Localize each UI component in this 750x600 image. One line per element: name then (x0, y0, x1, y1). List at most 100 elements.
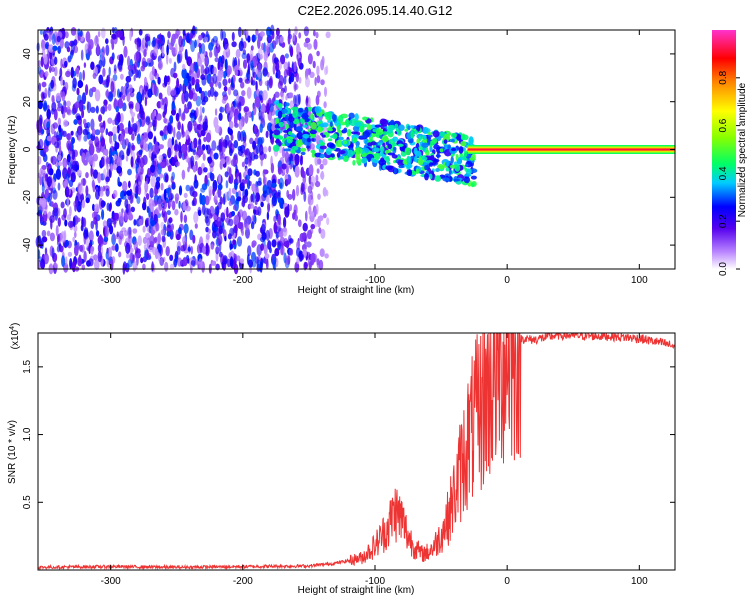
heatmap-cell (222, 37, 229, 50)
heatmap-cell (313, 39, 318, 50)
heatmap-cell (246, 86, 252, 99)
heatmap-cell (252, 55, 258, 68)
heatmap-cell (92, 153, 99, 162)
heatmap-cell (133, 219, 137, 226)
heatmap-cell (105, 38, 109, 45)
heatmap-cell (174, 208, 179, 216)
heatmap-cell (306, 145, 311, 149)
heatmap-cell (265, 229, 270, 241)
heatmap-cell (228, 167, 232, 177)
heatmap-cell (62, 130, 67, 137)
heatmap-cell (251, 80, 256, 86)
heatmap-cell (221, 261, 225, 270)
heatmap-cell (374, 152, 381, 161)
heatmap-cell (320, 79, 325, 86)
heatmap-cell (94, 89, 101, 102)
heatmap-cell (97, 30, 101, 38)
heatmap-cell (233, 215, 239, 226)
heatmap-cell (227, 140, 233, 149)
heatmap-cell (160, 221, 165, 230)
heatmap-cell (355, 140, 360, 147)
heatmap-cell (112, 133, 117, 143)
heatmap-cell (61, 91, 66, 102)
heatmap-cell (130, 111, 136, 118)
heatmap-cell (315, 203, 319, 215)
heatmap-cell (295, 109, 299, 114)
heatmap-cell (164, 261, 169, 272)
heatmap-cell (320, 59, 325, 71)
heatmap-cell (205, 226, 209, 233)
heatmap-cell (408, 169, 413, 176)
heatmap-cell (218, 81, 222, 89)
heatmap-cell (58, 144, 62, 156)
heatmap-cell (202, 153, 206, 161)
heatmap-cell (266, 186, 271, 196)
heatmap-cell (165, 246, 170, 257)
heatmap-cell (272, 144, 280, 152)
heatmap-cell (100, 156, 105, 168)
heatmap-cell (241, 161, 245, 168)
heatmap-cell (283, 69, 288, 78)
heatmap-cell (234, 182, 238, 190)
heatmap-cell (135, 185, 139, 194)
heatmap-cell (112, 74, 118, 82)
heatmap-cell (167, 165, 172, 172)
heatmap-cell (168, 199, 174, 207)
heatmap-cell (182, 236, 186, 245)
heatmap-cell (129, 193, 133, 204)
heatmap-cell (147, 88, 153, 98)
heatmap-cell (43, 54, 48, 65)
heatmap-cell (159, 131, 164, 137)
heatmap-cell (280, 90, 284, 98)
heatmap-cell (191, 87, 195, 95)
heatmap-cell (82, 69, 85, 81)
heatmap-cell (392, 136, 399, 142)
heatmap-cell (116, 124, 120, 134)
heatmap-cell (150, 176, 156, 188)
heatmap-cell (118, 251, 122, 258)
heatmap-cell (38, 60, 41, 67)
heatmap-cell (125, 155, 129, 162)
heatmap-cell (100, 137, 105, 147)
heatmap-cell (185, 184, 191, 192)
heatmap-cell (126, 92, 131, 102)
heatmap-cell (294, 165, 300, 178)
heatmap-cell (180, 211, 183, 223)
heatmap-cell (238, 119, 243, 130)
heatmap-cell (129, 29, 132, 42)
heatmap-cell (50, 201, 54, 208)
heatmap-cell (303, 261, 307, 271)
heatmap-cell (137, 69, 141, 79)
heatmap-cell (460, 141, 467, 147)
heatmap-cell (161, 235, 166, 243)
heatmap-cell (382, 136, 389, 142)
heatmap-cell (155, 222, 160, 232)
heatmap-cell (64, 60, 68, 68)
heatmap-cell (105, 90, 110, 98)
heatmap-cell (171, 183, 176, 190)
heatmap-cell (155, 176, 161, 182)
spectrogram-heatmap (35, 24, 675, 275)
heatmap-cell (38, 82, 42, 92)
heatmap-cell (323, 101, 327, 109)
heatmap-cell (158, 92, 163, 100)
heatmap-cell (96, 43, 100, 55)
heatmap-cell (214, 108, 218, 116)
heatmap-cell (159, 257, 165, 266)
heatmap-cell (216, 205, 220, 217)
heatmap-cell (406, 163, 413, 169)
heatmap-cell (287, 61, 291, 70)
heatmap-cell (308, 164, 314, 176)
heatmap-cell (203, 90, 208, 97)
heatmap-cell (46, 135, 52, 142)
heatmap-cell (151, 110, 155, 119)
heatmap-cell (216, 216, 222, 228)
heatmap-cell (104, 225, 109, 238)
heatmap-cell (192, 165, 197, 173)
heatmap-cell (143, 132, 149, 142)
heatmap-cell (81, 199, 85, 209)
heatmap-cell (253, 215, 256, 223)
heatmap-cell (38, 66, 42, 75)
heatmap-cell (225, 180, 229, 189)
heatmap-cell (328, 111, 333, 120)
